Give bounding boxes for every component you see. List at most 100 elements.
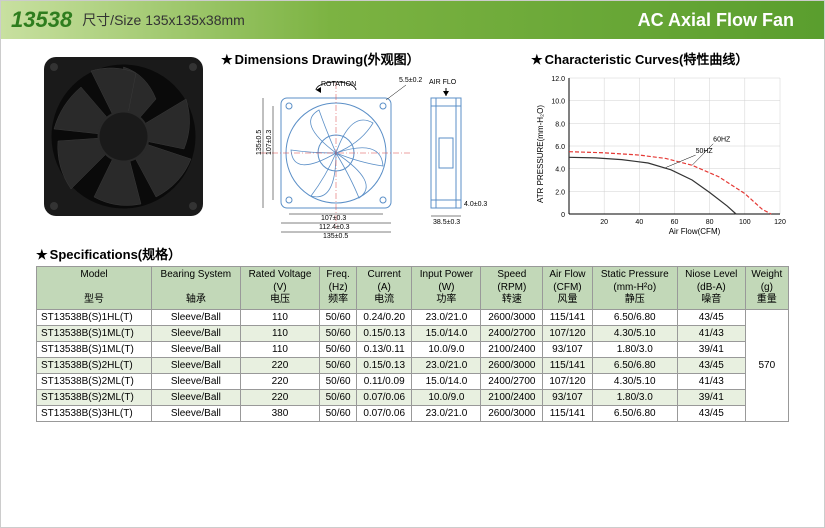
- svg-text:12.0: 12.0: [551, 76, 565, 83]
- cell: 93/107: [543, 341, 592, 357]
- cell: 23.0/21.0: [412, 309, 481, 325]
- table-row: ST13538B(S)2ML(T)Sleeve/Ball22050/600.11…: [37, 373, 789, 389]
- svg-text:2.0: 2.0: [555, 189, 565, 196]
- cell: 0.07/0.06: [356, 405, 412, 421]
- svg-text:Air Flow(CFM): Air Flow(CFM): [669, 227, 721, 236]
- cell: Sleeve/Ball: [152, 325, 241, 341]
- cell: 6.50/6.80: [592, 357, 677, 373]
- table-row: ST13538B(S)2ML(T)Sleeve/Ball22050/600.07…: [37, 389, 789, 405]
- cell: 1.80/3.0: [592, 341, 677, 357]
- svg-text:120: 120: [774, 219, 786, 226]
- col-6: Speed(RPM)转速: [481, 267, 543, 310]
- cell: 50/60: [320, 405, 357, 421]
- cell: 50/60: [320, 341, 357, 357]
- svg-text:ATR PRESSURE(mm-H₂O): ATR PRESSURE(mm-H₂O): [536, 105, 545, 203]
- svg-text:6.0: 6.0: [555, 144, 565, 151]
- cell: 10.0/9.0: [412, 341, 481, 357]
- cell: 50/60: [320, 325, 357, 341]
- weight-cell: 570: [745, 309, 788, 421]
- cell: ST13538B(S)1ML(T): [37, 325, 152, 341]
- cell: ST13538B(S)2ML(T): [37, 373, 152, 389]
- svg-text:40: 40: [635, 219, 643, 226]
- cell: 110: [240, 325, 320, 341]
- cell: 0.15/0.13: [356, 357, 412, 373]
- cell: 380: [240, 405, 320, 421]
- svg-text:4.0±0.3: 4.0±0.3: [464, 201, 487, 208]
- header-bar: 13538 尺寸/Size 135x135x38mm AC Axial Flow…: [1, 1, 824, 39]
- cell: 23.0/21.0: [412, 405, 481, 421]
- col-5: Input Power(W)功率: [412, 267, 481, 310]
- cell: ST13538B(S)1ML(T): [37, 341, 152, 357]
- curves-section: ★Characteristic Curves(特性曲线） 2.04.06.08.…: [531, 49, 789, 238]
- fan-photo: [36, 49, 211, 224]
- cell: 0.24/0.20: [356, 309, 412, 325]
- svg-text:4.0: 4.0: [555, 167, 565, 174]
- cell: 41/43: [677, 373, 745, 389]
- cell: 43/45: [677, 357, 745, 373]
- cell: 41/43: [677, 325, 745, 341]
- model-number: 13538: [11, 7, 72, 33]
- cell: 50/60: [320, 373, 357, 389]
- characteristic-chart: 2.04.06.08.010.012.002040608010012060HZ5…: [531, 70, 786, 238]
- cell: Sleeve/Ball: [152, 309, 241, 325]
- cell: 2100/2400: [481, 341, 543, 357]
- cell: Sleeve/Ball: [152, 405, 241, 421]
- cell: 15.0/14.0: [412, 373, 481, 389]
- cell: 39/41: [677, 389, 745, 405]
- table-row: ST13538B(S)1ML(T)Sleeve/Ball11050/600.13…: [37, 341, 789, 357]
- cell: Sleeve/Ball: [152, 373, 241, 389]
- cell: 4.30/5.10: [592, 373, 677, 389]
- cell: 43/45: [677, 309, 745, 325]
- cell: 110: [240, 341, 320, 357]
- table-row: ST13538B(S)2HL(T)Sleeve/Ball22050/600.15…: [37, 357, 789, 373]
- col-7: Air Flow(CFM)风量: [543, 267, 592, 310]
- svg-text:60HZ: 60HZ: [713, 137, 731, 144]
- cell: 1.80/3.0: [592, 389, 677, 405]
- svg-text:5.5±0.2: 5.5±0.2: [399, 77, 422, 84]
- cell: 10.0/9.0: [412, 389, 481, 405]
- col-10: Weight(g)重量: [745, 267, 788, 310]
- cell: ST13538B(S)1HL(T): [37, 309, 152, 325]
- svg-text:107±0.3: 107±0.3: [266, 130, 273, 155]
- svg-text:10.0: 10.0: [551, 99, 565, 106]
- spec-table: Model 型号Bearing System 轴承Rated Voltage(V…: [36, 266, 789, 422]
- svg-text:112.4±0.3: 112.4±0.3: [319, 224, 350, 231]
- table-row: ST13538B(S)1HL(T)Sleeve/Ball11050/600.24…: [37, 309, 789, 325]
- col-1: Bearing System 轴承: [152, 267, 241, 310]
- cell: 2600/3000: [481, 357, 543, 373]
- cell: Sleeve/Ball: [152, 389, 241, 405]
- cell: 115/141: [543, 357, 592, 373]
- cell: 107/120: [543, 325, 592, 341]
- svg-text:8.0: 8.0: [555, 121, 565, 128]
- cell: 4.30/5.10: [592, 325, 677, 341]
- cell: 43/45: [677, 405, 745, 421]
- col-2: Rated Voltage(V)电压: [240, 267, 320, 310]
- cell: 50/60: [320, 389, 357, 405]
- dimensions-title: Dimensions Drawing(外观图）: [235, 52, 420, 67]
- col-8: Static Pressure(mm-H²o)静压: [592, 267, 677, 310]
- cell: 6.50/6.80: [592, 405, 677, 421]
- cell: 6.50/6.80: [592, 309, 677, 325]
- table-row: ST13538B(S)1ML(T)Sleeve/Ball11050/600.15…: [37, 325, 789, 341]
- cell: 115/141: [543, 309, 592, 325]
- cell: 2600/3000: [481, 309, 543, 325]
- cell: 0.13/0.11: [356, 341, 412, 357]
- svg-text:135±0.5: 135±0.5: [323, 233, 348, 238]
- cell: ST13538B(S)2ML(T): [37, 389, 152, 405]
- cell: 107/120: [543, 373, 592, 389]
- svg-text:135±0.5: 135±0.5: [256, 130, 263, 155]
- cell: 39/41: [677, 341, 745, 357]
- cell: 50/60: [320, 309, 357, 325]
- cell: 0.07/0.06: [356, 389, 412, 405]
- cell: 23.0/21.0: [412, 357, 481, 373]
- cell: 15.0/14.0: [412, 325, 481, 341]
- svg-text:38.5±0.3: 38.5±0.3: [433, 219, 460, 226]
- curves-title: Characteristic Curves(特性曲线）: [545, 52, 749, 67]
- col-3: Freq.(Hz)频率: [320, 267, 357, 310]
- cell: 220: [240, 389, 320, 405]
- svg-text:80: 80: [706, 219, 714, 226]
- cell: 93/107: [543, 389, 592, 405]
- svg-text:0: 0: [561, 212, 565, 219]
- cell: ST13538B(S)3HL(T): [37, 405, 152, 421]
- cell: 220: [240, 357, 320, 373]
